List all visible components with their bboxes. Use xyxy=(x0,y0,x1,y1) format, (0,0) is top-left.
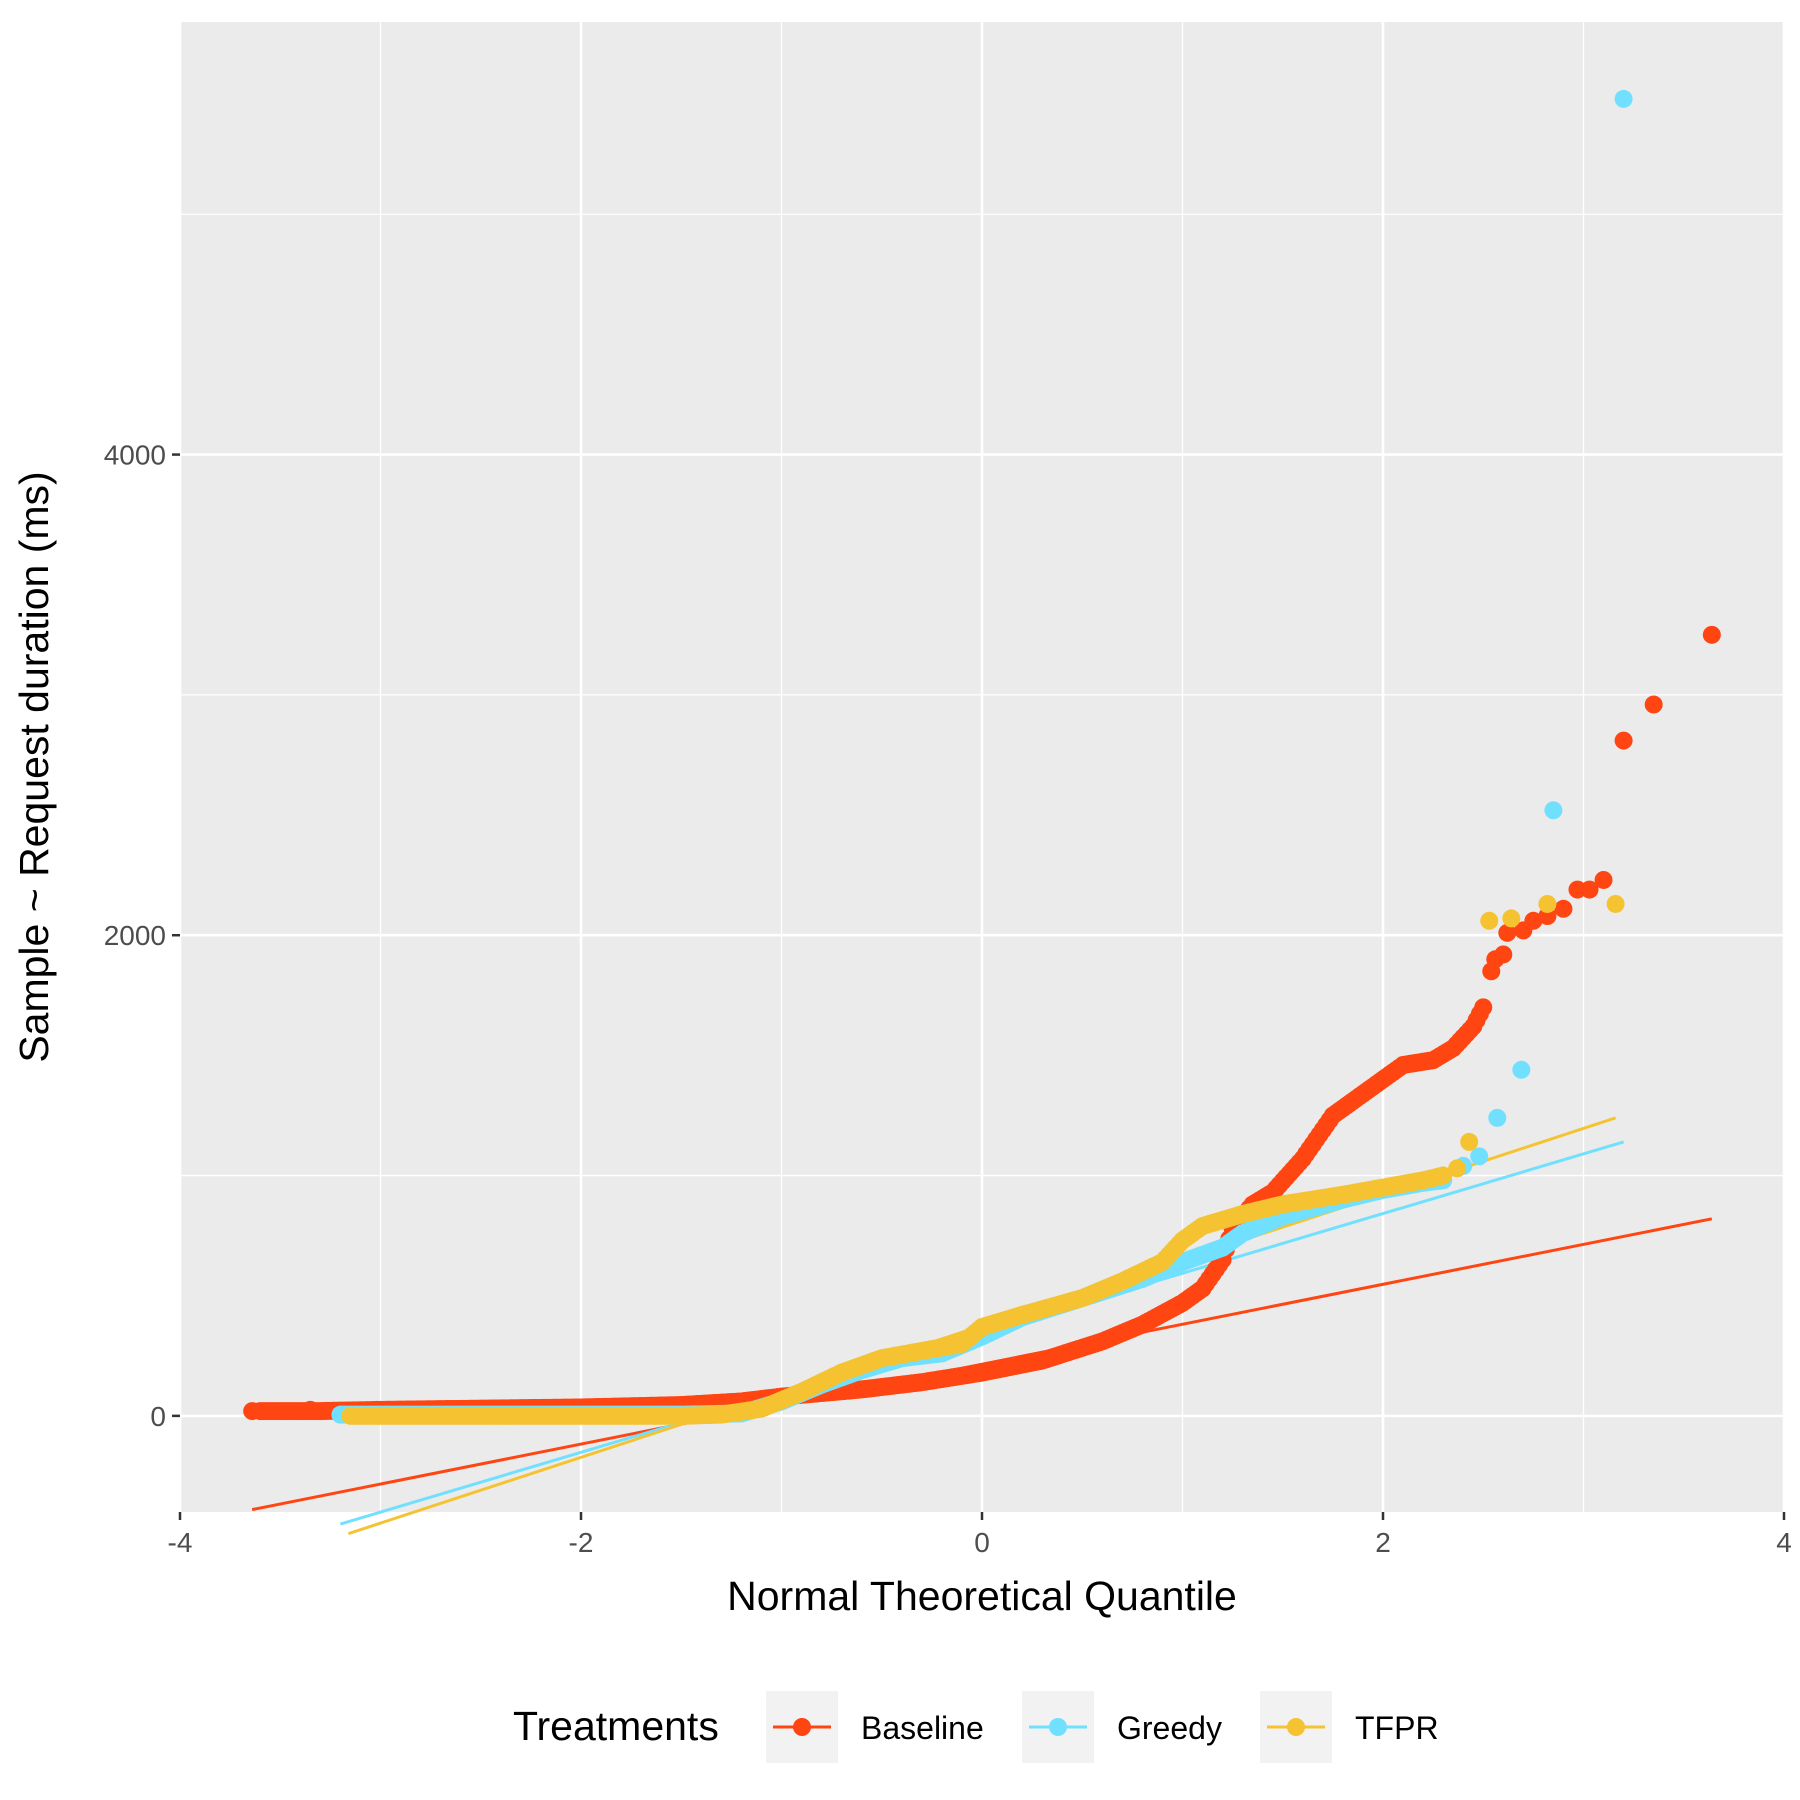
point-baseline xyxy=(1702,625,1721,644)
axes: -4 -2 0 2 4 0 2000 4000 xyxy=(104,440,1792,1558)
legend-dot-greedy xyxy=(1049,1718,1067,1736)
data-points xyxy=(243,89,1721,1425)
point-baseline xyxy=(1614,731,1633,750)
point-baseline xyxy=(1524,911,1543,930)
legend-label-greedy: Greedy xyxy=(1117,1710,1222,1746)
point-greedy xyxy=(1512,1060,1531,1079)
point-tfpr xyxy=(1434,1166,1453,1185)
legend-label-baseline: Baseline xyxy=(861,1710,984,1746)
legend-item-baseline: Baseline xyxy=(766,1691,984,1763)
point-baseline xyxy=(1554,899,1573,918)
point-tfpr xyxy=(1460,1132,1479,1151)
legend-item-greedy: Greedy xyxy=(1022,1691,1222,1763)
point-tfpr xyxy=(1606,894,1625,913)
point-tfpr xyxy=(1480,911,1499,930)
legend-item-tfpr: TFPR xyxy=(1260,1691,1439,1763)
point-greedy xyxy=(1488,1108,1507,1127)
point-baseline xyxy=(1498,923,1517,942)
y-tick-label: 2000 xyxy=(104,920,166,951)
grid xyxy=(178,22,1786,1512)
point-tfpr xyxy=(1448,1159,1467,1178)
point-greedy xyxy=(1614,89,1633,108)
legend-dot-tfpr xyxy=(1287,1718,1305,1736)
point-baseline xyxy=(301,1400,320,1419)
point-baseline xyxy=(1474,998,1493,1017)
y-axis-title: Sample ~ Request duration (ms) xyxy=(11,471,57,1062)
x-tick-label: 4 xyxy=(1776,1527,1792,1558)
y-tick-label: 4000 xyxy=(104,440,166,471)
point-baseline xyxy=(1494,945,1513,964)
x-tick-label: -2 xyxy=(569,1527,594,1558)
legend-label-tfpr: TFPR xyxy=(1355,1710,1439,1746)
legend-dot-baseline xyxy=(793,1718,811,1736)
x-tick-label: -4 xyxy=(168,1527,193,1558)
x-tick-label: 2 xyxy=(1375,1527,1391,1558)
point-baseline xyxy=(1580,880,1599,899)
point-tfpr xyxy=(1538,894,1557,913)
y-tick-label: 0 xyxy=(150,1401,166,1432)
x-tick-label: 0 xyxy=(974,1527,990,1558)
series-tfpr xyxy=(341,894,1625,1425)
legend-title: Treatments xyxy=(513,1703,719,1749)
legend: Treatments Baseline Greedy TFPR xyxy=(513,1691,1439,1763)
point-greedy xyxy=(1470,1147,1489,1166)
point-greedy xyxy=(1544,801,1563,820)
point-baseline xyxy=(243,1402,262,1421)
point-tfpr xyxy=(1502,909,1521,928)
x-axis-title: Normal Theoretical Quantile xyxy=(727,1573,1237,1619)
point-baseline xyxy=(1644,695,1663,714)
point-baseline xyxy=(1594,870,1613,889)
